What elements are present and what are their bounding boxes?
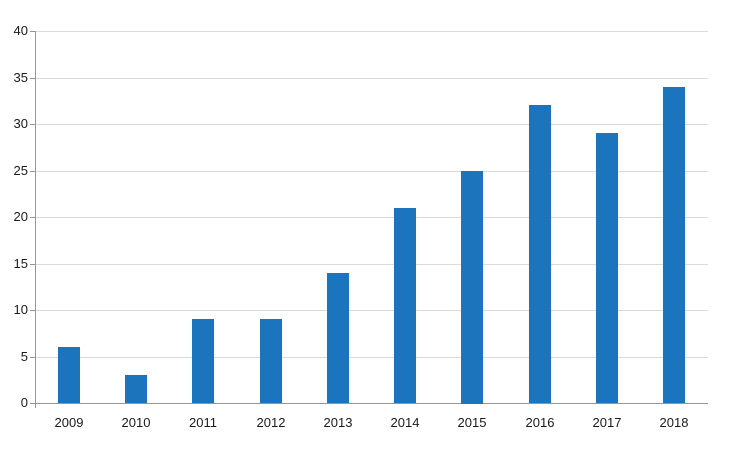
gridline: [35, 310, 708, 311]
x-axis-tick-label: 2010: [121, 415, 151, 430]
bar: [327, 273, 349, 403]
y-axis-tick: [30, 78, 35, 79]
bar: [596, 133, 618, 403]
y-axis-tick-label: 20: [13, 209, 28, 224]
gridline: [35, 264, 708, 265]
y-axis-tick-label: 5: [20, 349, 28, 364]
y-axis-tick: [30, 403, 35, 404]
bar: [260, 319, 282, 403]
y-axis-tick-label: 0: [20, 395, 28, 410]
x-axis-line: [35, 403, 708, 404]
y-axis-tick: [30, 31, 35, 32]
gridline: [35, 217, 708, 218]
y-axis-line: [35, 31, 36, 408]
x-axis-tick-label: 2018: [659, 415, 689, 430]
bar: [394, 208, 416, 403]
bar: [461, 171, 483, 404]
y-axis-tick-label: 10: [13, 302, 28, 317]
x-axis-tick-label: 2014: [390, 415, 420, 430]
y-axis-tick-label: 15: [13, 256, 28, 271]
y-axis-tick-label: 35: [13, 70, 28, 85]
bar: [192, 319, 214, 403]
gridline: [35, 124, 708, 125]
y-axis-tick: [30, 357, 35, 358]
y-axis-tick: [30, 217, 35, 218]
x-axis-tick-label: 2015: [457, 415, 487, 430]
y-axis-tick: [30, 310, 35, 311]
bar: [529, 105, 551, 403]
x-axis-tick-label: 2017: [592, 415, 622, 430]
x-axis-tick-label: 2016: [525, 415, 555, 430]
y-axis-tick-label: 30: [13, 116, 28, 131]
y-axis-tick-label: 40: [13, 23, 28, 38]
gridline: [35, 31, 708, 32]
y-axis-tick: [30, 264, 35, 265]
x-axis-tick-label: 2012: [256, 415, 286, 430]
bar: [58, 347, 80, 403]
x-axis-tick-label: 2011: [189, 415, 217, 430]
y-axis-tick: [30, 171, 35, 172]
bar: [125, 375, 147, 403]
y-axis-tick: [30, 124, 35, 125]
y-axis-tick-label: 25: [13, 163, 28, 178]
gridline: [35, 171, 708, 172]
x-axis-tick-label: 2013: [323, 415, 353, 430]
bar: [663, 87, 685, 403]
gridline: [35, 357, 708, 358]
x-axis-tick-label: 2009: [54, 415, 84, 430]
gridline: [35, 78, 708, 79]
